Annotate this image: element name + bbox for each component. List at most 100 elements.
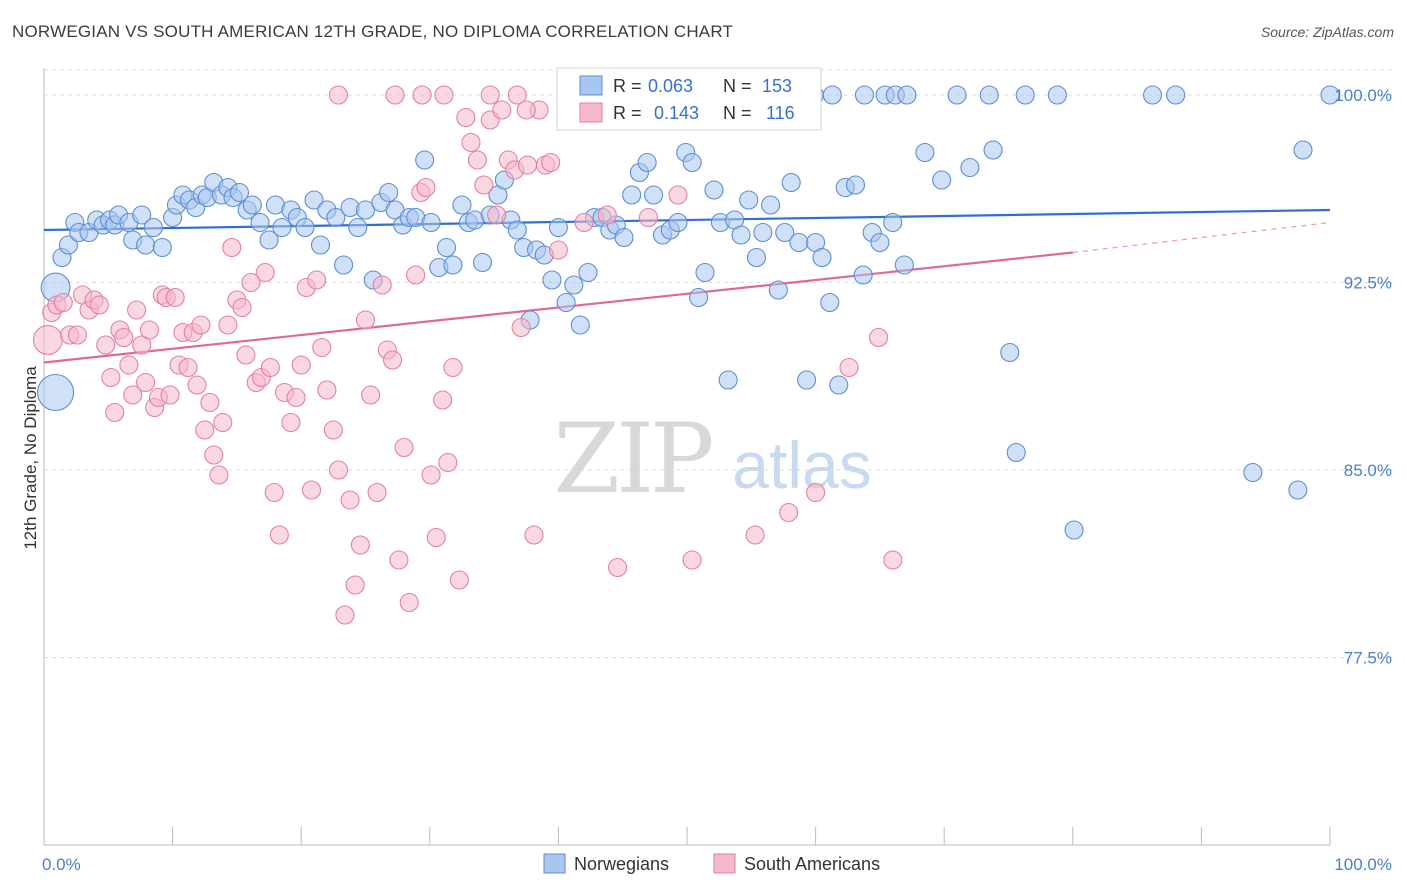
- legend-n-label: N =: [723, 103, 752, 123]
- data-point-norwegians: [143, 217, 163, 238]
- data-point-south-americans: [574, 212, 594, 233]
- data-point-south-americans: [165, 287, 185, 308]
- data-point-norwegians: [739, 190, 759, 210]
- data-point-south-americans: [335, 605, 355, 625]
- data-point-norwegians: [355, 200, 376, 220]
- data-point-norwegians: [775, 222, 795, 243]
- data-point-norwegians: [326, 207, 346, 228]
- data-point-norwegians: [695, 262, 715, 283]
- data-point-south-americans: [269, 525, 289, 545]
- y-tick-labels: 100.0% 92.5% 85.0% 77.5%: [1334, 86, 1392, 668]
- data-point-norwegians: [829, 375, 849, 395]
- legend-n-value: 153: [762, 76, 792, 96]
- data-point-norwegians: [507, 220, 527, 240]
- legend-n-label: N =: [723, 76, 752, 96]
- data-point-south-americans: [461, 132, 481, 153]
- watermark: ZIP atlas: [553, 403, 871, 515]
- data-point-south-americans: [132, 335, 152, 355]
- data-point-south-americans: [421, 465, 441, 485]
- data-point-south-americans: [355, 310, 376, 330]
- data-point-south-americans: [178, 357, 198, 378]
- data-point-south-americans: [467, 150, 487, 170]
- data-point-south-americans: [474, 175, 494, 195]
- data-point-norwegians: [768, 280, 788, 300]
- data-point-norwegians: [1243, 462, 1263, 483]
- data-point-norwegians: [915, 142, 935, 163]
- data-point-south-americans: [187, 375, 207, 395]
- data-point-south-americans: [883, 550, 903, 570]
- data-point-south-americans: [89, 295, 109, 315]
- data-point-norwegians: [731, 225, 751, 245]
- data-point-south-americans: [114, 327, 134, 348]
- data-point-south-americans: [317, 380, 337, 400]
- data-point-norwegians: [947, 85, 967, 105]
- data-point-norwegians: [1288, 480, 1308, 500]
- x-tick-label-right: 100.0%: [1334, 855, 1392, 874]
- data-point-norwegians: [58, 235, 78, 255]
- data-point-norwegians: [1047, 85, 1067, 105]
- data-point-norwegians: [1293, 140, 1313, 160]
- data-point-norwegians: [668, 212, 688, 233]
- data-point-south-americans: [236, 345, 256, 365]
- data-point-norwegians: [932, 170, 952, 190]
- data-point-south-americans: [487, 205, 507, 225]
- data-point-south-americans: [123, 385, 143, 405]
- data-point-norwegians: [644, 185, 664, 205]
- data-point-south-americans: [218, 315, 238, 335]
- data-point-south-americans: [548, 240, 568, 260]
- data-point-south-americans: [119, 355, 139, 375]
- legend-r-label: R =: [613, 76, 642, 96]
- data-point-norwegians: [979, 85, 999, 105]
- data-point-norwegians: [556, 292, 576, 313]
- data-point-norwegians: [1320, 85, 1340, 105]
- data-point-norwegians: [960, 157, 980, 178]
- data-point-norwegians: [542, 270, 562, 290]
- source-label: Source: ZipAtlas.com: [1260, 24, 1394, 40]
- data-point-south-americans: [105, 402, 125, 423]
- data-point-norwegians: [259, 230, 279, 250]
- data-point-south-americans: [255, 262, 275, 283]
- data-point-south-americans: [507, 85, 527, 105]
- legend-swatch-pink: [579, 102, 603, 123]
- data-point-norwegians: [242, 195, 262, 215]
- data-point-norwegians: [781, 172, 801, 193]
- data-point-norwegians: [250, 212, 270, 233]
- data-point-south-americans: [385, 85, 405, 105]
- data-point-south-americans: [541, 152, 561, 173]
- data-point-south-americans: [67, 325, 87, 345]
- data-point-norwegians: [797, 370, 817, 390]
- legend-r-label: R =: [613, 103, 642, 123]
- data-point-norwegians: [304, 190, 324, 210]
- data-points: [32, 85, 1340, 625]
- data-point-south-americans: [412, 85, 432, 105]
- data-point-south-americans: [281, 412, 301, 433]
- data-point-norwegians: [753, 222, 773, 243]
- data-point-south-americans: [449, 570, 469, 590]
- data-point-norwegians: [132, 205, 152, 225]
- data-point-south-americans: [638, 207, 658, 228]
- data-point-south-americans: [328, 460, 349, 480]
- data-point-norwegians: [883, 212, 903, 233]
- data-point-south-americans: [456, 107, 476, 128]
- data-point-south-americans: [668, 185, 688, 205]
- data-point-norwegians: [295, 217, 315, 238]
- data-point-norwegians: [578, 262, 598, 283]
- data-point-south-americans: [389, 550, 409, 570]
- data-point-south-americans: [480, 85, 500, 105]
- legend-item-south-americans: South Americans: [744, 854, 880, 874]
- data-point-south-americans: [260, 357, 280, 378]
- series-legend: Norwegians South Americans: [543, 853, 880, 874]
- data-point-norwegians: [1064, 520, 1084, 540]
- data-point-south-americans: [438, 452, 458, 473]
- data-point-norwegians: [136, 235, 156, 255]
- data-point-norwegians: [614, 227, 634, 248]
- data-point-norwegians: [452, 195, 472, 215]
- data-point-norwegians: [272, 217, 292, 238]
- data-point-south-americans: [340, 490, 360, 510]
- data-point-south-americans: [291, 355, 311, 375]
- data-point-norwegians: [1000, 342, 1020, 363]
- data-point-south-americans: [328, 85, 349, 105]
- data-point-norwegians: [637, 152, 657, 173]
- data-point-norwegians: [415, 150, 435, 170]
- data-point-south-americans: [839, 357, 859, 378]
